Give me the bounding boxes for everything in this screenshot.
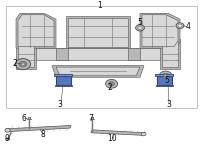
Text: 9: 9 xyxy=(5,134,9,143)
Polygon shape xyxy=(142,15,178,47)
Text: 6: 6 xyxy=(22,114,26,123)
Polygon shape xyxy=(157,76,172,85)
Polygon shape xyxy=(56,76,71,85)
Polygon shape xyxy=(52,66,144,77)
Text: 2: 2 xyxy=(108,83,112,92)
Circle shape xyxy=(19,61,27,67)
Circle shape xyxy=(162,73,169,78)
Text: 4: 4 xyxy=(186,22,190,31)
Polygon shape xyxy=(18,41,34,67)
Polygon shape xyxy=(162,41,178,67)
Polygon shape xyxy=(55,85,72,86)
Ellipse shape xyxy=(5,138,10,140)
Polygon shape xyxy=(91,130,145,135)
Text: 2: 2 xyxy=(12,59,17,68)
Circle shape xyxy=(136,25,144,31)
Circle shape xyxy=(5,128,10,132)
Polygon shape xyxy=(16,13,56,48)
Polygon shape xyxy=(160,39,180,69)
Text: 8: 8 xyxy=(41,130,45,139)
Text: 7: 7 xyxy=(89,114,93,123)
Polygon shape xyxy=(56,48,68,60)
Text: 3: 3 xyxy=(167,100,171,109)
Polygon shape xyxy=(16,39,36,69)
Circle shape xyxy=(178,24,182,27)
Bar xyxy=(28,117,30,119)
Text: 5: 5 xyxy=(165,76,169,85)
Polygon shape xyxy=(54,74,72,76)
Circle shape xyxy=(164,75,167,77)
Text: 1: 1 xyxy=(98,1,102,10)
Bar xyxy=(91,117,93,119)
Polygon shape xyxy=(140,13,180,48)
Circle shape xyxy=(138,26,142,30)
Circle shape xyxy=(141,132,146,136)
Polygon shape xyxy=(6,126,71,132)
Bar xyxy=(6,6,197,108)
Polygon shape xyxy=(18,15,54,47)
Text: 10: 10 xyxy=(107,134,117,143)
Polygon shape xyxy=(156,85,173,86)
Polygon shape xyxy=(68,18,128,47)
Polygon shape xyxy=(128,48,140,60)
Text: 5: 5 xyxy=(138,18,142,27)
Polygon shape xyxy=(20,48,176,60)
Circle shape xyxy=(109,82,115,86)
Polygon shape xyxy=(66,16,130,48)
Circle shape xyxy=(106,79,118,88)
Circle shape xyxy=(21,63,25,65)
Polygon shape xyxy=(56,67,140,76)
Circle shape xyxy=(15,59,31,70)
Text: 3: 3 xyxy=(58,100,62,109)
Circle shape xyxy=(176,23,184,29)
Circle shape xyxy=(159,71,172,80)
Polygon shape xyxy=(155,74,173,76)
